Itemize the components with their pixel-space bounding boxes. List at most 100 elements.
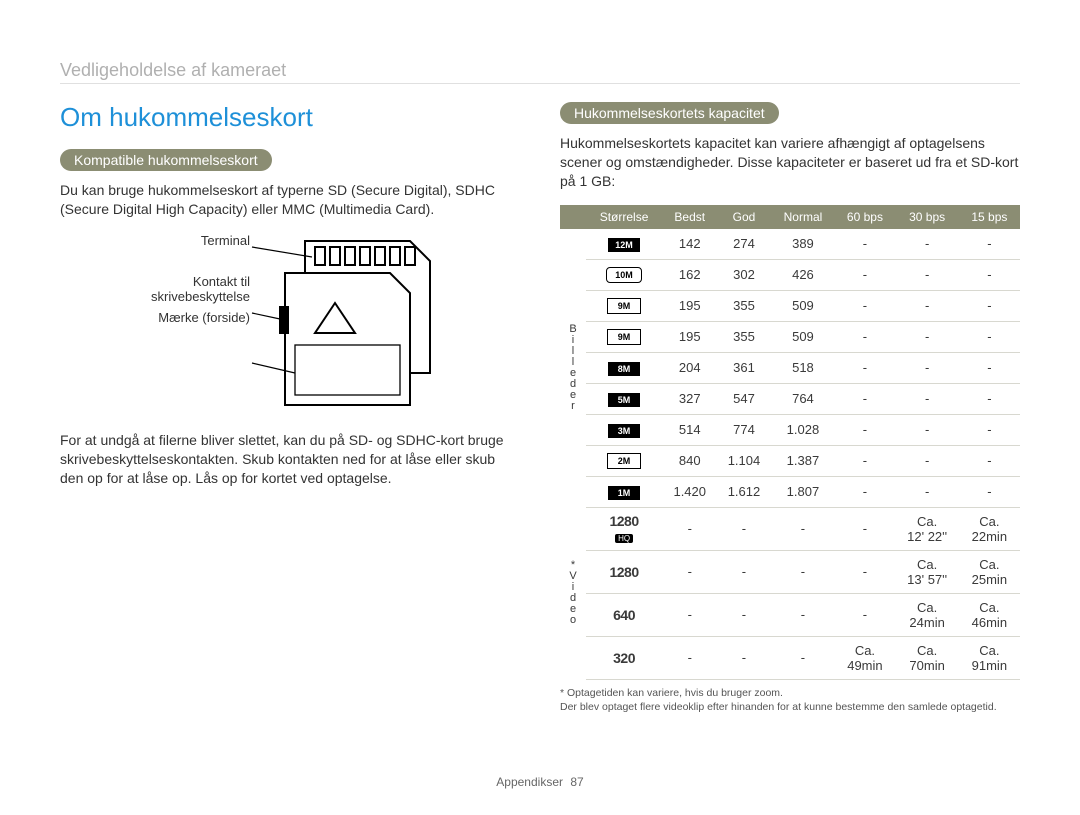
size-badge-icon: 9M (607, 329, 641, 345)
table-cell: - (835, 352, 895, 383)
hq-badge-icon: HQ (615, 534, 633, 543)
table-cell: 840 (663, 445, 717, 476)
table-cell: 1.387 (771, 445, 835, 476)
size-cell: 1M (586, 476, 663, 507)
table-cell: - (663, 550, 717, 593)
table-cell: - (771, 550, 835, 593)
table-cell: 162 (663, 259, 717, 290)
table-cell: - (771, 507, 835, 550)
subheading-pill-capacity: Hukommelseskortets kapacitet (560, 102, 779, 124)
footnotes: * Optagetiden kan variere, hvis du bruge… (560, 686, 1020, 714)
footer-label: Appendikser (496, 775, 563, 789)
table-cell: Ca.25min (959, 550, 1019, 593)
table-cell: - (835, 290, 895, 321)
table-cell: 204 (663, 352, 717, 383)
table-row: 2M8401.1041.387--- (561, 445, 1020, 476)
table-cell: - (959, 414, 1019, 445)
table-cell: 389 (771, 228, 835, 259)
table-cell: - (835, 321, 895, 352)
diagram-label-terminal: Terminal (130, 233, 250, 248)
table-cell: 361 (717, 352, 771, 383)
table-row: 8M204361518--- (561, 352, 1020, 383)
paragraph-capacity: Hukommelseskortets kapacitet kan variere… (560, 134, 1020, 191)
table-cell: 764 (771, 383, 835, 414)
table-cell: - (895, 228, 959, 259)
table-cell: - (959, 321, 1019, 352)
table-cell: 426 (771, 259, 835, 290)
table-cell: - (835, 507, 895, 550)
table-row: 1M1.4201.6121.807--- (561, 476, 1020, 507)
footnote-clips: Der blev optaget flere videoklip efter h… (560, 700, 1020, 714)
footnote-zoom: * Optagetiden kan variere, hvis du bruge… (560, 686, 1020, 700)
two-column-layout: Om hukommelseskort Kompatible hukommelse… (60, 102, 1020, 714)
size-cell: 3M (586, 414, 663, 445)
video-size-badge: 1280 (590, 513, 659, 529)
table-cell: - (959, 259, 1019, 290)
breadcrumb: Vedligeholdelse af kameraet (60, 60, 1020, 81)
diagram-labels: Terminal Kontakt til skrivebeskyttelse M… (130, 233, 250, 351)
table-cell: - (895, 259, 959, 290)
table-header: God (717, 205, 771, 228)
table-cell: 142 (663, 228, 717, 259)
table-cell: - (771, 593, 835, 636)
table-cell: Ca.22min (959, 507, 1019, 550)
row-category: Billeder (561, 228, 586, 507)
table-cell: - (835, 593, 895, 636)
table-cell: - (835, 445, 895, 476)
subheading-pill-compatible: Kompatible hukommelseskort (60, 149, 272, 171)
table-cell: Ca.49min (835, 636, 895, 679)
video-size-badge: 320 (590, 650, 659, 666)
table-cell: Ca.12' 22'' (895, 507, 959, 550)
table-row: 320---Ca.49minCa.70minCa.91min (561, 636, 1020, 679)
size-cell: 10M (586, 259, 663, 290)
table-header: 30 bps (895, 205, 959, 228)
table-cell: - (835, 228, 895, 259)
table-cell: 355 (717, 321, 771, 352)
table-cell: - (835, 476, 895, 507)
table-cell: Ca.46min (959, 593, 1019, 636)
table-head: StørrelseBedstGodNormal60 bps30 bps15 bp… (561, 205, 1020, 228)
size-cell: 320 (586, 636, 663, 679)
table-row: 1280----Ca.13' 57''Ca.25min (561, 550, 1020, 593)
table-cell: - (895, 290, 959, 321)
table-row: 9M195355509--- (561, 321, 1020, 352)
capacity-table: StørrelseBedstGodNormal60 bps30 bps15 bp… (560, 205, 1020, 680)
table-cell: Ca.91min (959, 636, 1019, 679)
table-header: Størrelse (586, 205, 663, 228)
table-body: Billeder12M142274389---10M162302426---9M… (561, 228, 1020, 679)
table-cell: - (835, 550, 895, 593)
size-badge-icon: 5M (608, 393, 640, 407)
table-cell: 195 (663, 290, 717, 321)
table-cell: 774 (717, 414, 771, 445)
table-row: 640----Ca.24minCa.46min (561, 593, 1020, 636)
right-column: Hukommelseskortets kapacitet Hukommelses… (560, 102, 1020, 714)
table-cell: 274 (717, 228, 771, 259)
table-row: * Video1280HQ----Ca.12' 22''Ca.22min (561, 507, 1020, 550)
table-cell: Ca.70min (895, 636, 959, 679)
table-cell: - (835, 383, 895, 414)
size-cell: 12M (586, 228, 663, 259)
table-cell: - (895, 352, 959, 383)
size-cell: 1280 HQ (586, 507, 663, 550)
table-cell: 327 (663, 383, 717, 414)
size-badge-icon: 9M (607, 298, 641, 314)
table-cell: - (895, 445, 959, 476)
table-cell: - (895, 383, 959, 414)
table-header: 60 bps (835, 205, 895, 228)
table-cell: - (771, 636, 835, 679)
left-column: Om hukommelseskort Kompatible hukommelse… (60, 102, 520, 714)
table-row: 10M162302426--- (561, 259, 1020, 290)
size-badge-icon: 12M (608, 238, 640, 252)
table-cell: 514 (663, 414, 717, 445)
page: Vedligeholdelse af kameraet Om hukommels… (0, 0, 1080, 714)
table-row: 5M327547764--- (561, 383, 1020, 414)
table-cell: - (895, 321, 959, 352)
table-cell: - (959, 290, 1019, 321)
size-badge-icon: 1M (608, 486, 640, 500)
table-row: Billeder12M142274389--- (561, 228, 1020, 259)
table-cell: - (663, 636, 717, 679)
table-cell: - (959, 352, 1019, 383)
table-cell: - (663, 507, 717, 550)
table-cell: - (717, 507, 771, 550)
size-cell: 1280 (586, 550, 663, 593)
